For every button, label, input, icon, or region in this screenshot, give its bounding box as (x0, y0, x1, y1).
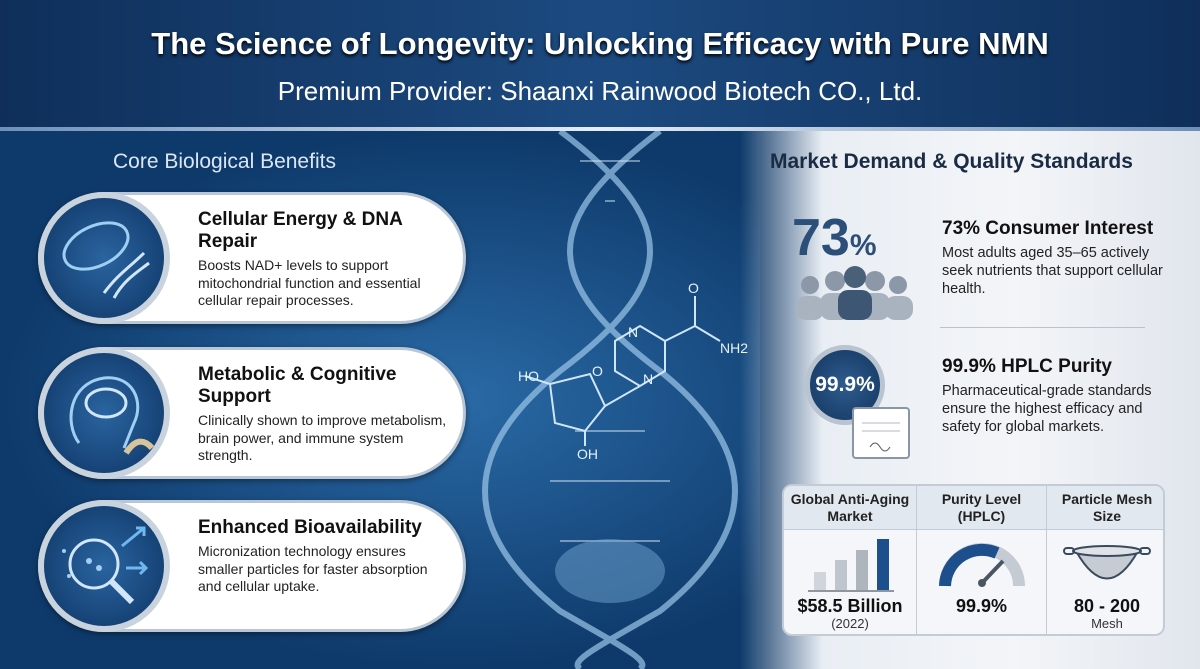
stat-desc: Most adults aged 35–65 actively seek nut… (942, 245, 1163, 297)
card-title: Enhanced Bioavailability (198, 517, 422, 538)
stat-unit: % (849, 229, 877, 262)
card-desc: Clinically shown to improve metabolism, … (198, 412, 447, 463)
stat-73-percent: 73% (792, 208, 877, 268)
mitochondria-illustration (555, 539, 665, 603)
table-column: Global Anti-Aging Market $58.5 Billion (… (784, 486, 917, 634)
dna-helix-illustration: HO OH O N N O NH2 (482, 131, 748, 669)
benefit-card: Enhanced Bioavailability Micronization te… (38, 500, 466, 632)
benefit-card: Cellular Energy & DNA Repair Boosts NAD+ … (38, 192, 466, 324)
molecule-label: NH2 (720, 340, 748, 356)
mesh-value: 80 - 200 (1073, 596, 1141, 616)
stat-title: 73% Consumer Interest (942, 218, 1154, 239)
brain-muscle-icon (38, 347, 170, 479)
particles-magnifier-icon (38, 500, 170, 632)
mesh-unit: Mesh (1091, 616, 1123, 631)
market-value: $58.5 Billion (797, 596, 903, 616)
stat-number: 73 (792, 209, 850, 267)
divider (0, 127, 1200, 131)
divider (940, 327, 1145, 328)
molecule-label: N (628, 324, 638, 340)
molecule-label: OH (577, 446, 598, 462)
molecule-label: O (688, 280, 699, 296)
purity-value: 99.9% (955, 596, 1008, 616)
bar-growth-icon (808, 539, 894, 592)
card-desc: Micronization technology ensures smaller… (198, 543, 428, 594)
mitochondria-dna-icon (38, 192, 170, 324)
section-title: Core Biological Benefits (113, 150, 336, 173)
certificate-icon (852, 407, 910, 459)
people-group-icon (796, 266, 913, 320)
badge-value: 99.9% (815, 373, 875, 396)
section-title: Market Demand & Quality Standards (770, 150, 1133, 173)
molecule-label: O (592, 363, 603, 379)
column-header: Particle Mesh Size (1047, 486, 1163, 530)
card-desc: Boosts NAD+ levels to support mitochondr… (198, 257, 421, 308)
card-title: Cellular Energy & DNA Repair (198, 209, 403, 252)
page-subtitle: Premium Provider: Shaanxi Rainwood Biote… (277, 76, 923, 106)
page-title: The Science of Longevity: Unlocking Effi… (151, 26, 1049, 61)
table-column: Purity Level (HPLC) 99.9% (917, 486, 1047, 634)
stat-title: 99.9% HPLC Purity (942, 356, 1112, 377)
specs-table: Global Anti-Aging Market $58.5 Billion (… (782, 484, 1165, 636)
table-column: Particle Mesh Size 80 - 200 Mesh (1047, 486, 1163, 634)
stat-desc: Pharmaceutical-grade standards ensure th… (942, 383, 1152, 435)
molecule-label: HO (518, 368, 539, 384)
nmn-molecule (524, 296, 721, 446)
market-year: (2022) (831, 616, 869, 631)
column-header: Purity Level (HPLC) (917, 486, 1046, 530)
column-header: Global Anti-Aging Market (784, 486, 916, 530)
molecule-label: N (643, 371, 653, 387)
purity-badge: 99.9% (805, 345, 885, 425)
gauge-icon (939, 543, 1025, 587)
card-title: Metabolic & Cognitive Support (198, 364, 397, 407)
mesh-sieve-icon (1063, 545, 1151, 580)
benefit-card: Metabolic & Cognitive Support Clinically … (38, 347, 466, 479)
header: The Science of Longevity: Unlocking Effi… (0, 0, 1200, 128)
